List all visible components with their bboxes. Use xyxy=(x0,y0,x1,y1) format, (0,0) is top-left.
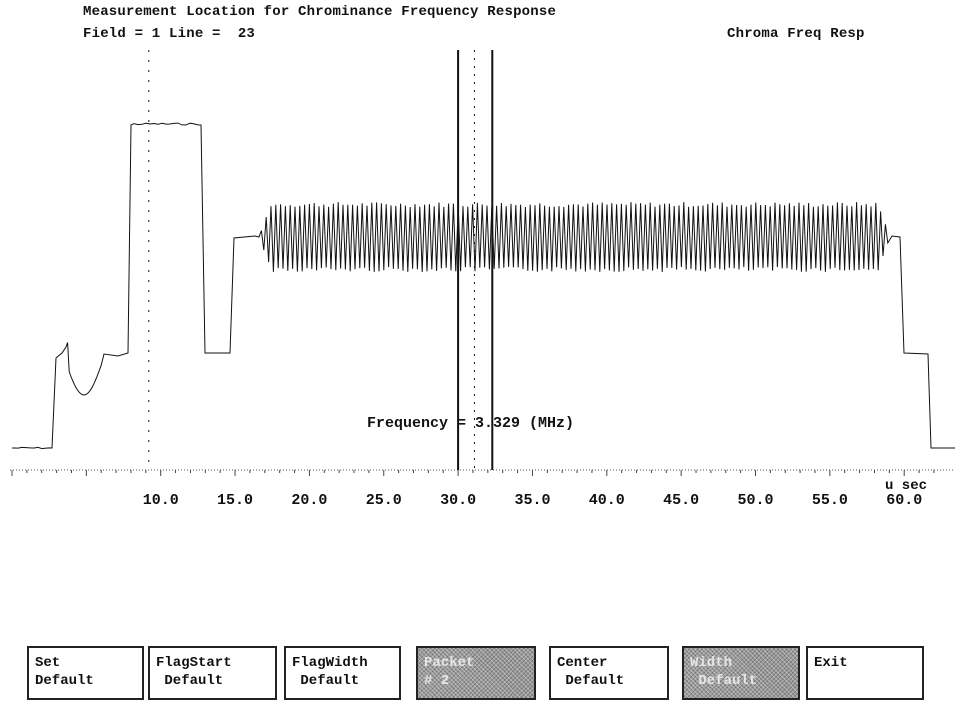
softkey-label: FlagStart xyxy=(156,655,232,671)
flagstart-default-button[interactable]: FlagStart Default xyxy=(148,646,277,700)
axis-tick-label: 40.0 xyxy=(589,492,625,509)
softkey-label: Packet xyxy=(424,655,475,671)
softkey-sublabel: Default xyxy=(156,673,224,689)
waveform-display: 10.0 15.0 20.0 25.0 30.0 35.0 40.0 45.0 50.0 55.0… xyxy=(10,50,955,509)
axis-unit-label: u sec xyxy=(885,478,927,494)
axis-tick-label: 25.0 xyxy=(366,492,402,509)
set-default-button[interactable]: Set Default xyxy=(27,646,144,700)
frequency-readout: Frequency = 3.329 (MHz) xyxy=(367,415,574,432)
page-title: Measurement Location for Chrominance Fre… xyxy=(83,4,557,20)
waveform-trace xyxy=(12,122,955,450)
softkey-sublabel: Default xyxy=(292,673,360,689)
softkey-label: FlagWidth xyxy=(292,655,368,671)
axis-tick-label: 20.0 xyxy=(291,492,327,509)
field-line-readout: Field = 1 Line = 23 xyxy=(83,26,256,42)
softkey-sublabel: Default xyxy=(557,673,625,689)
softkey-label: Width xyxy=(690,655,733,671)
softkey-label: Center xyxy=(557,655,608,671)
exit-button[interactable]: Exit xyxy=(806,646,924,700)
axis-tick-label: 10.0 xyxy=(143,492,179,509)
axis-tick-label: 60.0 xyxy=(886,492,922,509)
measurement-cursors[interactable] xyxy=(148,50,494,470)
axis-tick-label: 50.0 xyxy=(737,492,773,509)
softkey-label: Set xyxy=(35,655,61,671)
softkey-sublabel: Default xyxy=(690,673,758,689)
softkey-sublabel: # 2 xyxy=(424,673,450,689)
center-default-button[interactable]: Center Default xyxy=(549,646,669,700)
axis-tick-label: 30.0 xyxy=(440,492,476,509)
measurement-mode-label: Chroma Freq Resp xyxy=(727,26,865,42)
packet-button[interactable]: Packet # 2 xyxy=(416,646,536,700)
time-axis: 10.0 15.0 20.0 25.0 30.0 35.0 40.0 45.0 50.0 55.0… xyxy=(10,469,955,509)
axis-tick-label: 15.0 xyxy=(217,492,253,509)
width-default-button[interactable]: Width Default xyxy=(682,646,800,700)
softkey-sublabel: Default xyxy=(35,673,94,689)
axis-tick-label: 45.0 xyxy=(663,492,699,509)
softkey-label: Exit xyxy=(814,655,848,671)
axis-tick-label: 55.0 xyxy=(812,492,848,509)
flagwidth-default-button[interactable]: FlagWidth Default xyxy=(284,646,401,700)
axis-tick-label: 35.0 xyxy=(514,492,550,509)
